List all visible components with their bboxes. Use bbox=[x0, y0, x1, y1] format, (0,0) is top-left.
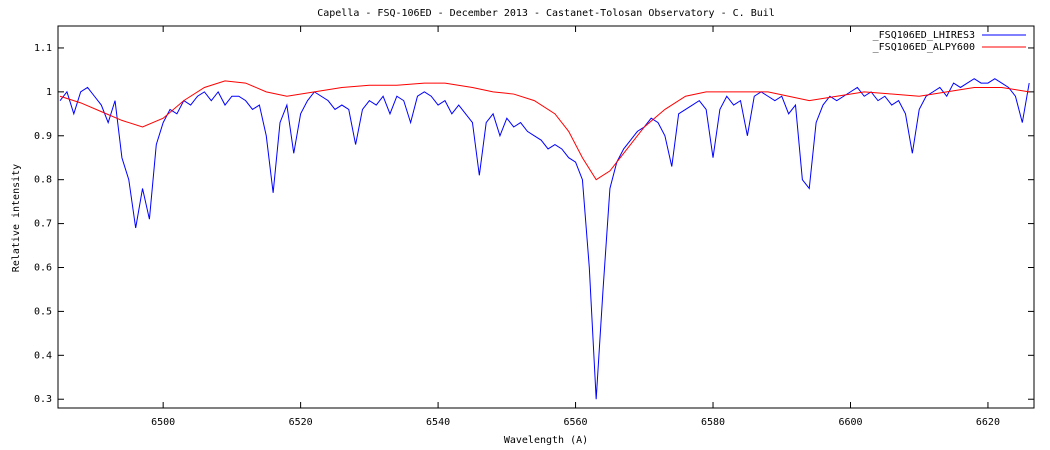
y-tick-label: 0.5 bbox=[34, 306, 52, 317]
x-tick-label: 6560 bbox=[564, 417, 588, 428]
x-tick-label: 6600 bbox=[838, 417, 862, 428]
x-tick-label: 6500 bbox=[151, 417, 175, 428]
x-tick-label: 6520 bbox=[289, 417, 313, 428]
y-tick-label: 1.1 bbox=[34, 43, 52, 54]
x-tick-label: 6580 bbox=[701, 417, 725, 428]
y-tick-label: 0.8 bbox=[34, 175, 52, 186]
series-line bbox=[59, 78, 1030, 400]
plot-area bbox=[59, 78, 1030, 400]
y-tick-label: 0.6 bbox=[34, 262, 52, 273]
plot-border bbox=[57, 25, 1035, 409]
x-tick-label: 6540 bbox=[426, 417, 450, 428]
legend-label: _FSQ106ED_LHIRES3 bbox=[873, 30, 975, 41]
y-tick-label: 0.7 bbox=[34, 219, 52, 230]
legend-label: _FSQ106ED_ALPY600 bbox=[873, 42, 975, 53]
y-tick-label: 0.9 bbox=[34, 131, 52, 142]
x-tick-label: 6620 bbox=[976, 417, 1000, 428]
y-tick-label: 0.4 bbox=[34, 350, 52, 361]
series-line bbox=[59, 80, 1030, 181]
chart-title: Capella - FSQ-106ED - December 2013 - Ca… bbox=[317, 8, 775, 19]
y-tick-label: 1 bbox=[46, 87, 52, 98]
y-tick-label: 0.3 bbox=[34, 394, 52, 405]
x-axis-label: Wavelength (A) bbox=[504, 435, 588, 446]
y-axis-label: Relative intensity bbox=[11, 164, 22, 272]
